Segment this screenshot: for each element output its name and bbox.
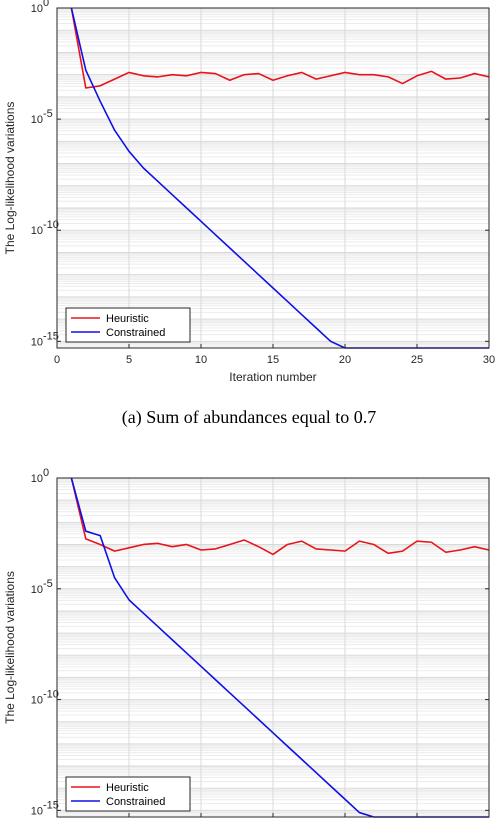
y-tick-label-exponent: 0 bbox=[43, 467, 49, 479]
y-tick-label-exponent: -5 bbox=[43, 108, 53, 120]
legend-label-constrained: Constrained bbox=[106, 796, 165, 808]
y-tick-label-exponent: -10 bbox=[43, 219, 59, 231]
x-tick-label: 0 bbox=[54, 354, 60, 366]
y-tick-label-base: 10 bbox=[31, 473, 43, 485]
y-tick-label-base: 10 bbox=[31, 225, 43, 237]
legend-label-heuristic: Heuristic bbox=[106, 313, 149, 325]
y-tick-label-exponent: -10 bbox=[43, 689, 59, 701]
series-heuristic-line bbox=[70, 7, 490, 89]
grid bbox=[57, 477, 489, 817]
y-tick-label-base: 10 bbox=[31, 3, 43, 15]
legend-label-constrained: Constrained bbox=[106, 327, 165, 339]
legend-box bbox=[65, 776, 191, 812]
x-tick-label: 30 bbox=[483, 354, 495, 366]
y-axis-label: The Log-likelihood variations bbox=[3, 102, 17, 255]
legend-label-heuristic: Heuristic bbox=[106, 782, 149, 794]
x-tick-label: 20 bbox=[339, 354, 351, 366]
y-tick-label-exponent: -15 bbox=[43, 330, 59, 342]
x-tick-label: 10 bbox=[195, 354, 207, 366]
legend: Heuristic Constrained bbox=[65, 776, 191, 812]
x-tick-label: 15 bbox=[267, 354, 279, 366]
legend-box bbox=[65, 307, 191, 343]
series-heuristic-line bbox=[70, 477, 490, 556]
y-tick-label-exponent: 0 bbox=[43, 0, 49, 9]
y-tick-label-base: 10 bbox=[31, 695, 43, 707]
legend: Heuristic Constrained bbox=[65, 307, 191, 343]
y-tick-label-base: 10 bbox=[31, 584, 43, 596]
y-tick-label-base: 10 bbox=[31, 336, 43, 348]
y-tick-label-exponent: -5 bbox=[43, 578, 53, 590]
y-tick-label-base: 10 bbox=[31, 114, 43, 126]
chart-a-caption: (a) Sum of abundances equal to 0.7 bbox=[121, 407, 377, 427]
y-tick-label-base: 10 bbox=[31, 805, 43, 817]
y-axis-label: The Log-likelihood variations bbox=[3, 571, 17, 724]
y-tick-label-exponent: -15 bbox=[43, 799, 59, 811]
x-tick-label: 25 bbox=[411, 354, 423, 366]
x-axis-label: Iteration number bbox=[229, 370, 316, 384]
x-tick-label: 5 bbox=[126, 354, 132, 366]
